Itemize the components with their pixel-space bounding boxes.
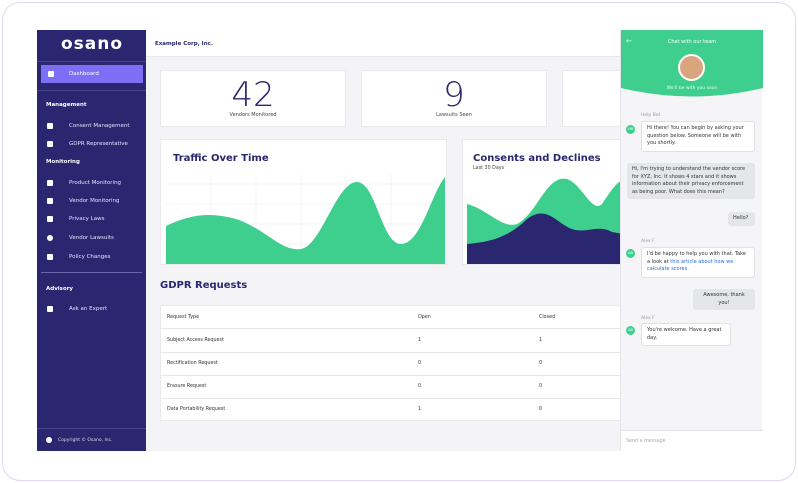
main: Example Corp, Inc. 42 Vendors Monitored … [146,30,635,451]
icon [46,437,52,443]
nav-label[interactable]: Vendor Monitoring [69,198,120,204]
cell: Erasure Request [167,384,207,389]
sender: Alex F [641,316,655,321]
icon [47,306,53,312]
stat-label: Vendors Monitored [229,112,277,118]
icon [47,235,53,241]
divider [37,428,146,429]
nav-label[interactable]: Product Monitoring [69,180,122,186]
message-input[interactable]: Send a message [621,430,763,451]
divider [37,61,146,62]
back-button[interactable]: ← [626,37,632,45]
copyright: Copyright © Osano, Inc. [58,438,113,443]
nav-label[interactable]: Dashboard [69,71,99,77]
link[interactable]: this article about how we calculate scor… [647,258,734,273]
nav-label[interactable]: Ask an Expert [69,306,108,312]
icon [47,123,53,129]
chart-title: Consents and Declines [473,153,601,164]
message: Awesome, thank you! [693,289,755,310]
icon [47,254,53,260]
cell: 1 [418,407,422,412]
cell: 0 [539,407,543,412]
sender-avatar: HB [626,125,635,134]
cell: Data Portability Request [167,407,226,412]
cell: 0 [418,384,422,389]
nav-label[interactable]: Privacy Laws [69,216,105,222]
table: Request Type Open Closed Subject Access … [160,305,635,421]
chart-card: Consents and Declines Last 30 Days [462,139,622,265]
divider [41,272,142,273]
topbar: Example Corp, Inc. [146,30,620,57]
divider [37,90,146,91]
message: Hello? [728,212,755,226]
icon [48,71,54,77]
column-header: Open [418,315,431,320]
chat-title: Chat with our team [667,39,717,45]
chart-subtitle: Last 30 Days [473,166,505,171]
row-line [161,352,635,353]
cell: Subject Access Request [167,338,224,343]
section-title: Advisory [46,286,74,292]
row-line [161,398,635,399]
stat-label: Lawsuits Seen [436,112,472,118]
cell: 0 [418,361,422,366]
row-line [161,328,635,329]
message: I'd be happy to help you with that. Take… [641,247,755,278]
cell: 1 [418,338,422,343]
cell: 0 [539,384,543,389]
area [467,213,621,264]
cell: 1 [539,338,543,343]
icon [47,180,53,186]
message: Hi, I'm trying to understand the vendor … [627,163,755,199]
icon [47,141,53,147]
column-header: Request Type [167,315,200,320]
sender: Alex F [641,239,655,244]
sender-avatar: AB [626,249,635,258]
message: Hi there! You can begin by asking your q… [641,121,755,152]
stat-card: 9 Lawsuits Seen [361,70,547,127]
cell: 0 [539,361,543,366]
chat-panel: ← Chat with our team We'll be with you s… [620,30,763,451]
chart-card: Traffic Over Time [160,139,447,265]
active-item[interactable]: Dashboard [41,65,143,83]
nav-label[interactable]: Consent Management [69,123,130,129]
sender: Help Bot [641,113,661,118]
section-title: Monitoring [46,159,80,165]
avatar [678,54,705,81]
icon [47,198,53,204]
column-header: Closed [539,315,556,320]
message: You're welcome. Have a great day. [641,323,731,346]
chart [467,178,621,264]
stat-value: 42 [231,75,275,115]
placeholder: Send a message [626,439,666,444]
area [166,177,445,264]
stat-value: 9 [443,75,465,115]
row-line [161,375,635,376]
section-title: Management [46,102,87,108]
chart-title: Traffic Over Time [173,153,269,164]
nav-label[interactable]: GDPR Representative [69,141,128,147]
nav-label[interactable]: Policy Changes [69,254,111,260]
table-title: GDPR Requests [160,280,248,291]
stat-card: 42 Vendors Monitored [160,70,346,127]
sender-avatar: AB [626,326,635,335]
chat-status: We'll be with you soon [666,86,718,91]
sidebar: osano Dashboard Management Consent Manag… [37,30,146,451]
cell: Rectification Request [167,361,218,366]
icon [47,216,53,222]
logo[interactable]: osano [61,34,124,54]
message-text: I'd be happy to help you with that. Take… [647,251,746,265]
company: Example Corp, Inc. [155,41,213,47]
nav-label[interactable]: Vendor Lawsuits [69,235,114,241]
chart [166,174,445,264]
